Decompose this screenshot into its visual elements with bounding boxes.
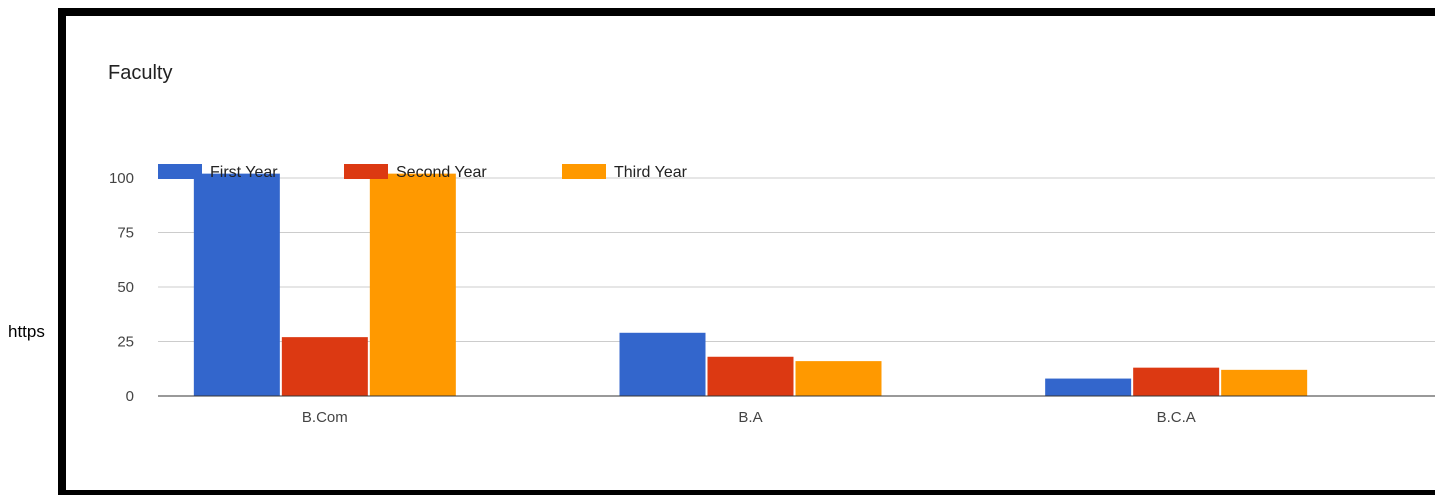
legend-label: Second Year	[396, 164, 487, 181]
y-tick-label: 75	[117, 225, 134, 242]
y-axis-ticks: 0 25 50 75 100	[109, 170, 134, 405]
chart-frame: Faculty 0 25 50 75 100 B.Com B.A B.C.A First Y…	[58, 8, 1435, 495]
legend-label: First Year	[210, 164, 278, 181]
legend-label: Third Year	[614, 164, 688, 181]
bar-third-year-2	[1221, 369, 1308, 396]
legend-swatch	[344, 164, 388, 179]
y-tick-label: 25	[117, 334, 134, 351]
side-url-fragment: https	[8, 322, 45, 341]
bar-third-year-1	[795, 361, 882, 396]
legend-swatch	[158, 164, 202, 179]
x-axis-ticks: B.Com B.A B.C.A	[302, 409, 1196, 426]
bar-first-year-1	[619, 332, 706, 396]
x-tick-label: B.Com	[302, 409, 348, 426]
chart-svg: Faculty 0 25 50 75 100 B.Com B.A B.C.A First Y…	[108, 62, 1435, 426]
y-tick-label: 100	[109, 170, 134, 187]
bar-first-year-2	[1045, 378, 1132, 396]
x-tick-label: B.A	[738, 409, 762, 426]
x-tick-label: B.C.A	[1157, 409, 1196, 426]
bar-second-year-1	[707, 356, 794, 396]
legend: First Year Second Year Third Year	[158, 164, 688, 181]
chart-title: Faculty	[108, 62, 172, 84]
y-tick-label: 50	[117, 279, 134, 296]
y-tick-label: 0	[126, 388, 134, 405]
legend-swatch	[562, 164, 606, 179]
bar-second-year-2	[1133, 367, 1220, 396]
gridlines	[158, 177, 1435, 342]
bar-first-year-0	[193, 173, 280, 396]
bars	[193, 173, 1308, 396]
bar-third-year-0	[369, 173, 456, 396]
bar-second-year-0	[281, 337, 368, 396]
